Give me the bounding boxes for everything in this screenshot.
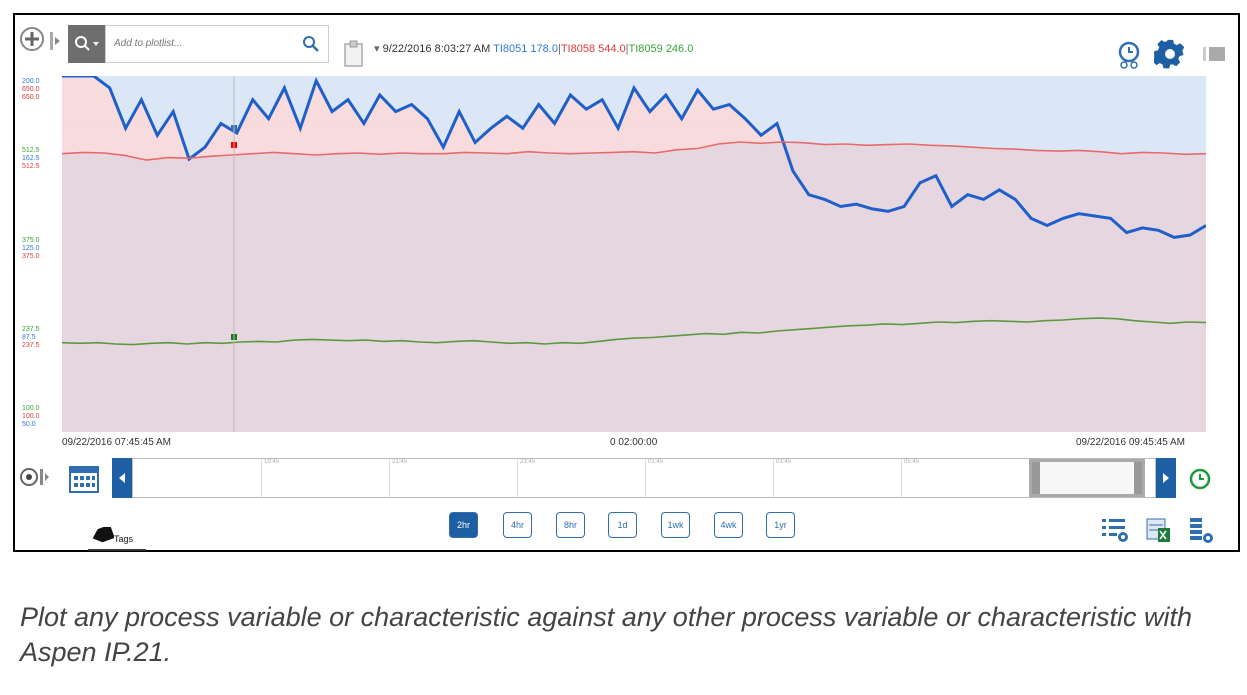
y-label-blue: 125.0 (22, 245, 40, 252)
range-button-4wk[interactable]: 4wk (714, 512, 743, 538)
image-caption: Plot any process variable or characteris… (20, 602, 1193, 667)
legend-item-ti8058[interactable]: TI8058 544.0 (560, 43, 626, 55)
trend-legend: ▾ 9/22/2016 8:03:27 AM TI8051 178.0|TI80… (374, 43, 694, 55)
time-span-label: 0 02:00:00 (610, 437, 658, 448)
y-label-red: 650.0 (22, 86, 40, 93)
tags-label: Tags (114, 534, 134, 544)
navigator-tick-label: 21:45 (389, 459, 407, 497)
trend-plot[interactable] (62, 76, 1206, 432)
y-label-red: 375.0 (22, 253, 40, 260)
panel-toggle-icon[interactable] (1200, 42, 1228, 66)
time-end-label: 09/22/2016 09:45:45 AM (1076, 437, 1185, 448)
y-label-blue: 50.0 (22, 421, 36, 428)
series-area-base (62, 142, 1206, 432)
range-button-2hr[interactable]: 2hr (449, 512, 478, 538)
y-label-blue: 162.5 (22, 155, 40, 162)
series-line-ti8059[interactable] (62, 317, 1206, 346)
time-start-label: 09/22/2016 07:45:45 AM (62, 437, 171, 448)
y-label-red: 512.5 (22, 163, 40, 170)
legend-item-ti8051[interactable]: TI8051 178.0 (493, 43, 558, 55)
legend-timestamp: 9/22/2016 8:03:27 AM (382, 43, 491, 55)
series-line-ti8051[interactable] (62, 76, 1206, 239)
excel-export-icon[interactable] (1142, 514, 1174, 546)
search-mode-dropdown[interactable] (68, 25, 106, 63)
navigator-window-handle[interactable] (1029, 459, 1145, 497)
search-icon[interactable] (302, 35, 320, 58)
navigator-tick-label: 19:45 (261, 459, 279, 497)
y-label-red: 100.0 (22, 413, 40, 420)
column-settings-icon[interactable] (1184, 514, 1218, 546)
y-label-blue: 87.5 (22, 334, 36, 341)
tags-tab[interactable]: Tags (88, 523, 146, 551)
plotlist-search-box[interactable] (105, 25, 329, 63)
y-label-blue: 200.0 (22, 78, 40, 85)
y-axis-labels: 200.0 650.0 650.0 512.5 162.5 512.5 375.0 125… (22, 78, 62, 438)
clipboard-icon[interactable] (340, 38, 368, 70)
navigator-scroll-right-button[interactable] (1156, 458, 1176, 498)
series-line-ti8058[interactable] (62, 141, 1206, 161)
legend-dropdown-icon[interactable]: ▾ (374, 43, 380, 55)
tag-icon (92, 527, 114, 543)
navigator-tick-label: 05:45 (901, 459, 919, 497)
range-button-1yr[interactable]: 1yr (766, 512, 795, 538)
navigator-toggle-icon[interactable] (18, 464, 50, 490)
add-plot-icon[interactable] (17, 24, 47, 54)
navigator-tick-label: 01:45 (645, 459, 663, 497)
y-label-red: 650.0 (22, 94, 40, 101)
y-label-red: 237.5 (22, 342, 40, 349)
collapse-handle-icon[interactable] (48, 28, 62, 54)
navigator-tick-label: 03:45 (773, 459, 791, 497)
range-button-4hr[interactable]: 4hr (503, 512, 532, 538)
calendar-icon[interactable] (66, 460, 102, 496)
y-label-green: 100.0 (22, 405, 40, 412)
history-bike-icon[interactable] (1112, 38, 1146, 72)
range-button-1wk[interactable]: 1wk (661, 512, 690, 538)
live-mode-clock-icon[interactable] (1186, 465, 1214, 493)
y-label-green: 375.0 (22, 237, 40, 244)
y-label-green: 237.5 (22, 326, 40, 333)
gear-icon[interactable] (1152, 36, 1188, 72)
y-label-green: 512.5 (22, 147, 40, 154)
list-settings-icon[interactable] (1098, 514, 1132, 546)
series-area-ti8051 (62, 76, 1206, 238)
navigator-tick-label: 23:45 (517, 459, 535, 497)
search-input[interactable] (112, 37, 296, 50)
legend-item-ti8059[interactable]: TI8059 246.0 (628, 43, 694, 55)
navigator-scroll-left-button[interactable] (112, 458, 132, 498)
range-button-1d[interactable]: 1d (608, 512, 637, 538)
range-button-8hr[interactable]: 8hr (556, 512, 585, 538)
